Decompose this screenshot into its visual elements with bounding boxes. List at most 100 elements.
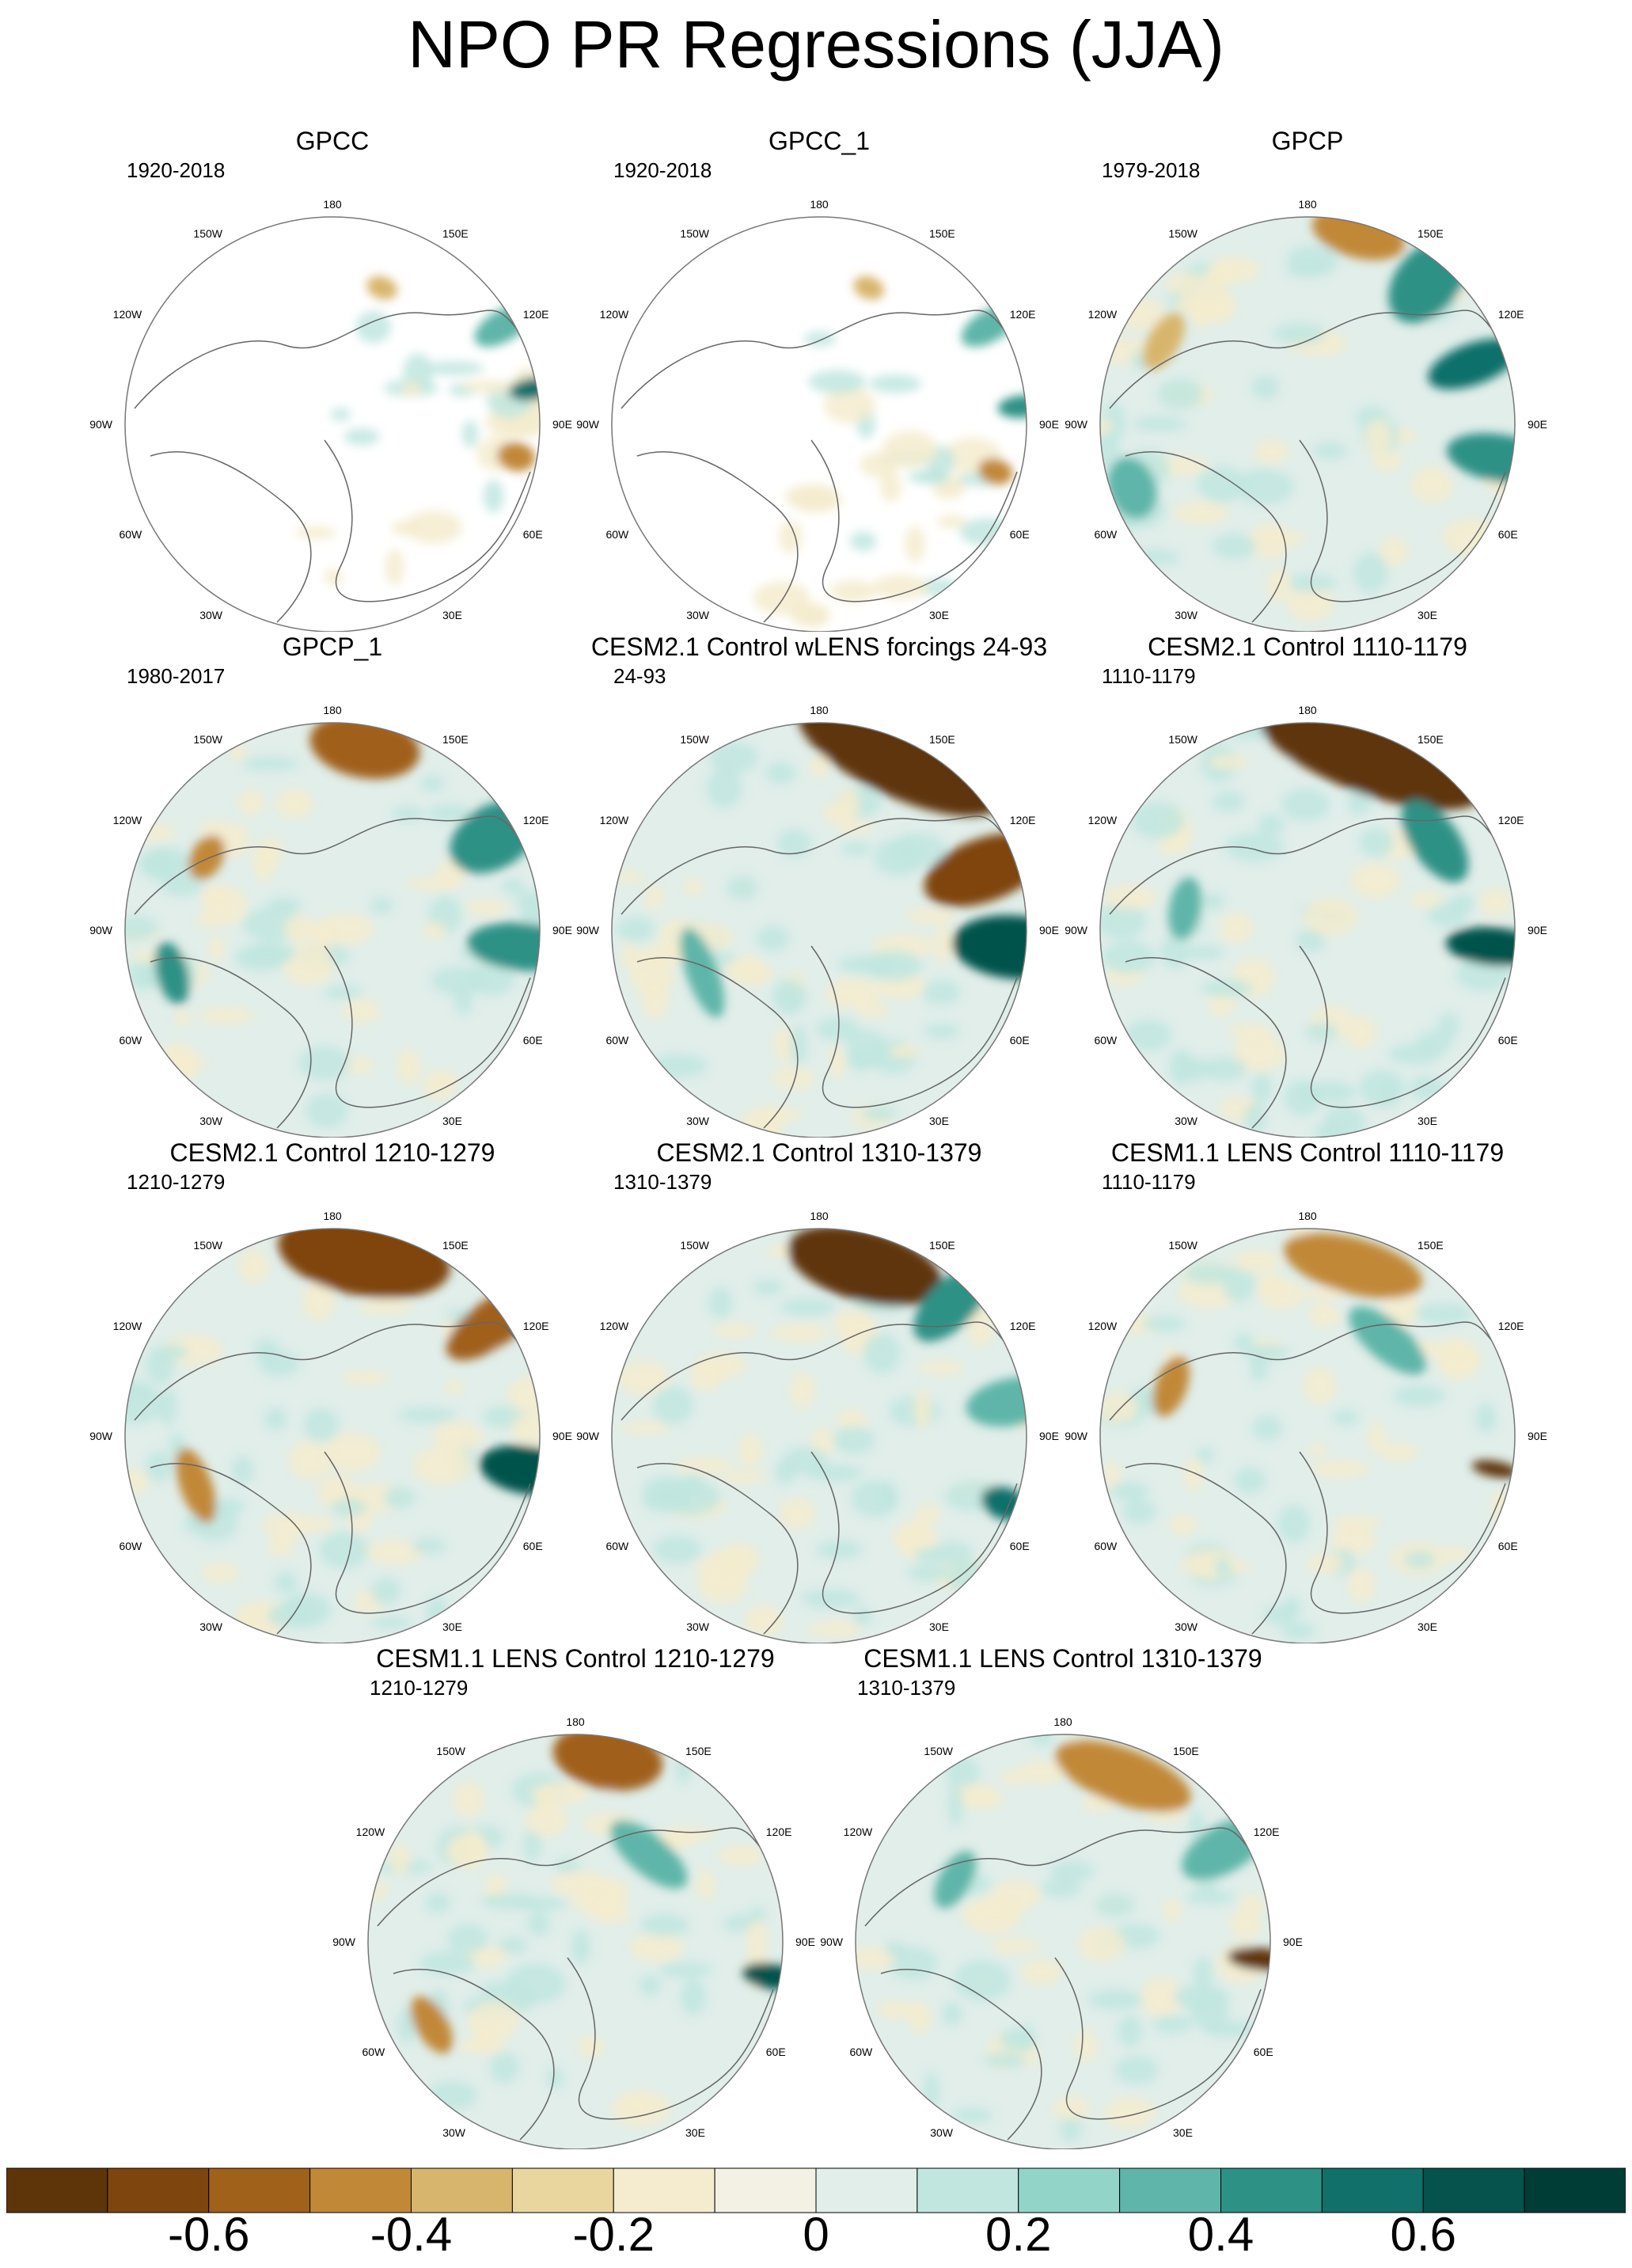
panel-period: 1979-2018 [1102, 158, 1201, 182]
grid-label-north-east: 150E [929, 733, 955, 746]
grid-label-lower-east: 60E [523, 528, 543, 541]
panel-title: CESM1.1 LENS Control 1310-1379 [863, 1644, 1262, 1673]
colorbar-swatch [6, 2167, 108, 2213]
grid-label-south-west: 30W [199, 609, 223, 621]
grid-label-north-east: 150E [442, 1239, 469, 1252]
grid-label-north: 180 [810, 1210, 829, 1222]
grid-label-upper-east: 120E [523, 308, 549, 321]
grid-label-south-east: 30E [1173, 2126, 1193, 2139]
panel-title: CESM2.1 Control 1310-1379 [656, 1138, 982, 1167]
polar-map: 180150E120E90E60E30E030W60W90W120W150W [576, 198, 1059, 632]
grid-label-north-east: 150E [442, 733, 469, 746]
grid-label-lower-west: 60W [605, 1034, 629, 1047]
grid-label-upper-east: 120E [1010, 814, 1036, 826]
panel-title: CESM2.1 Control 1210-1279 [169, 1138, 495, 1167]
grid-label-lower-west: 60W [119, 528, 142, 541]
grid-label-west: 90W [1065, 1430, 1088, 1442]
grid-label-east: 90E [1039, 418, 1059, 431]
colorbar-swatch [411, 2167, 513, 2213]
grid-label-north: 180 [810, 704, 829, 716]
grid-label-west: 90W [1065, 924, 1088, 936]
grid-label-lower-east: 60E [1498, 1034, 1518, 1047]
grid-label-upper-east: 120E [1498, 1320, 1524, 1332]
panel-period: 24-93 [613, 664, 666, 688]
colorbar-swatch [1119, 2167, 1221, 2213]
grid-label-west: 90W [89, 1430, 113, 1442]
grid-label-north: 180 [1053, 1715, 1072, 1728]
grid-label-upper-west: 120W [356, 1825, 385, 1838]
map-panel: CESM2.1 Control 1310-1379 180 150E 120E 90E 6… [574, 1137, 1065, 1643]
grid-label-west: 90W [1065, 418, 1088, 431]
map-panel: CESM2.1 Control wLENS forcings 24-93 180 1… [574, 631, 1065, 1138]
map-panel: GPCC180150E120E90E60E30E030W60W90W120W15… [87, 125, 578, 632]
colorbar-swatch [613, 2167, 715, 2213]
colorbar [6, 2167, 1626, 2213]
map-panel: CESM1.1 LENS Control 1110-1179 180 150E 120… [1062, 1137, 1553, 1643]
grid-label-lower-east: 60E [766, 2046, 786, 2058]
colorbar-swatch [714, 2167, 817, 2213]
colorbar-swatch [1422, 2167, 1525, 2213]
grid-label-upper-east: 120E [1254, 1825, 1280, 1838]
grid-label-lower-east: 60E [1010, 1540, 1030, 1552]
grid-label-south-east: 30E [442, 1115, 462, 1127]
colorbar-tick-label: 0 [803, 2208, 829, 2261]
map-panel: CESM1.1 LENS Control 1310-1379 180 150E 120… [818, 1643, 1308, 2149]
grid-label-south-east: 30E [1418, 1620, 1437, 1633]
panel-period: 1110-1179 [1102, 1170, 1196, 1194]
grid-label-east: 90E [552, 924, 572, 936]
grid-label-north-west: 150W [1168, 1239, 1197, 1252]
map-panel: CESM1.1 LENS Control 1210-1279 180 150E 120… [330, 1643, 821, 2149]
panel-period: 1920-2018 [127, 158, 226, 182]
grid-label-upper-west: 120W [600, 1320, 629, 1332]
colorbar-tick-label: -0.4 [370, 2208, 453, 2261]
grid-label-north-west: 150W [436, 1745, 465, 1757]
grid-label-north: 180 [323, 704, 342, 716]
grid-label-south-east: 30E [1418, 609, 1437, 621]
grid-label-north: 180 [323, 198, 342, 211]
grid-label-north-east: 150E [929, 227, 955, 240]
grid-label-west: 90W [89, 418, 113, 431]
map-panel: GPCP_1180150E120E90E60E30E030W60W90W120W… [87, 631, 578, 1138]
panel-title: CESM2.1 Control wLENS forcings 24-93 [590, 633, 1048, 661]
grid-label-upper-west: 120W [600, 308, 629, 321]
map-panel: GPCC_1180150E120E90E60E30E030W60W90W120W… [574, 125, 1065, 632]
colorbar-tick-label: -0.6 [168, 2208, 250, 2261]
grid-label-north: 180 [810, 198, 829, 211]
grid-label-north-west: 150W [680, 1239, 709, 1252]
grid-label-lower-east: 60E [1498, 528, 1518, 541]
grid-label-north: 180 [1298, 1210, 1317, 1222]
grid-label-north-east: 150E [1418, 227, 1444, 240]
grid-label-south-east: 30E [442, 609, 462, 621]
map-panel: GPCP180150E120E90E60E30E030W60W90W120W15… [1062, 125, 1553, 632]
grid-label-east: 90E [795, 1936, 815, 1948]
grid-label-west: 90W [576, 1430, 600, 1442]
grid-label-lower-west: 60W [605, 1540, 629, 1552]
grid-label-south-west: 30W [442, 2126, 466, 2139]
colorbar-swatch [1524, 2167, 1626, 2213]
panel-title: GPCC [295, 127, 370, 155]
grid-label-north-east: 150E [1173, 1745, 1199, 1757]
grid-label-west: 90W [576, 924, 600, 936]
grid-label-lower-west: 60W [119, 1540, 142, 1552]
grid-label-upper-west: 120W [113, 814, 142, 826]
grid-label-upper-west: 120W [113, 1320, 142, 1332]
grid-label-upper-east: 120E [766, 1825, 792, 1838]
figure-title: NPO PR Regressions (JJA) [408, 7, 1224, 82]
colorbar-swatch [208, 2167, 311, 2213]
grid-label-upper-west: 120W [1088, 814, 1118, 826]
grid-label-north: 180 [566, 1715, 585, 1728]
grid-label-lower-west: 60W [1094, 528, 1118, 541]
colorbar-tick-label: -0.2 [572, 2208, 655, 2261]
panel-title: GPCP_1 [282, 633, 383, 661]
grid-label-east: 90E [552, 1430, 572, 1442]
grid-label-lower-west: 60W [362, 2046, 385, 2058]
grid-label-upper-west: 120W [113, 308, 142, 321]
grid-label-south-east: 30E [1418, 1115, 1437, 1127]
grid-label-north-east: 150E [1418, 733, 1444, 746]
panel-title: CESM1.1 LENS Control 1110-1179 [1110, 1138, 1505, 1167]
polar-map: 180150E120E90E60E30E030W60W90W120W150W [89, 704, 572, 1138]
grid-label-south-west: 30W [686, 609, 710, 621]
grid-label-upper-east: 120E [523, 814, 549, 826]
grid-label-east: 90E [1528, 1430, 1547, 1442]
colorbar-swatch [511, 2167, 614, 2213]
